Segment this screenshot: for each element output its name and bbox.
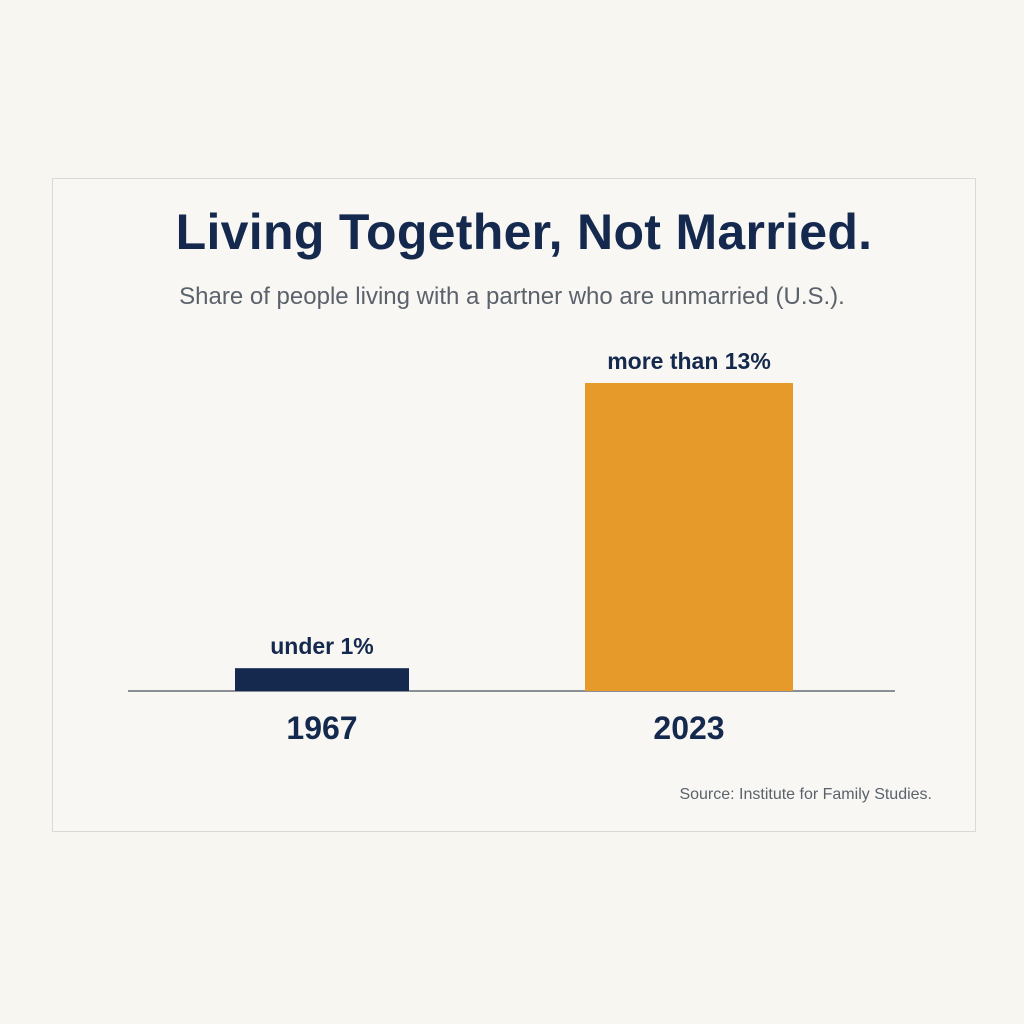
chart-subtitle: Share of people living with a partner wh… bbox=[179, 283, 845, 310]
bars-layer: under 1% 1967 more than 13% 2023 bbox=[235, 348, 793, 746]
chart-card bbox=[52, 178, 976, 832]
x-tick-label-2023: 2023 bbox=[653, 710, 724, 746]
x-tick-label-1967: 1967 bbox=[286, 710, 357, 746]
chart-title: Living Together, Not Married. bbox=[175, 204, 873, 260]
data-label-1967: under 1% bbox=[270, 633, 374, 659]
bar-1967 bbox=[235, 668, 409, 691]
bar-2023 bbox=[585, 383, 793, 691]
data-label-2023: more than 13% bbox=[607, 348, 771, 374]
source-note: Source: Institute for Family Studies. bbox=[679, 786, 932, 803]
